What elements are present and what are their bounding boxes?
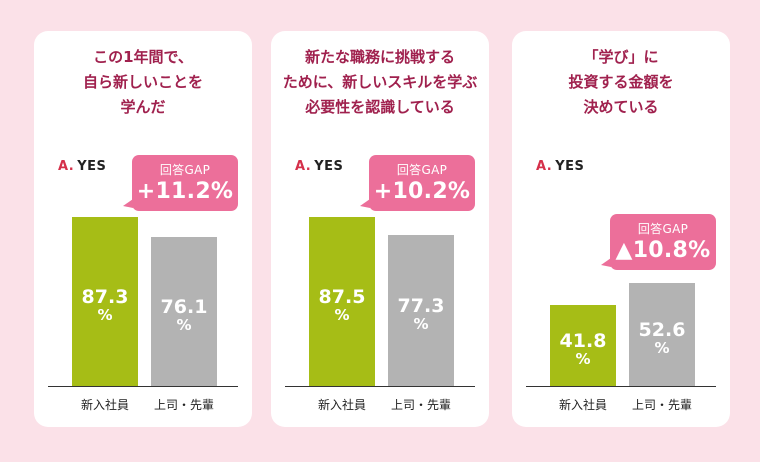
- answer-text: YES: [555, 159, 585, 174]
- axis-baseline: [526, 386, 716, 387]
- axis-baseline: [285, 386, 475, 387]
- bar-value-label: 76.1%: [151, 296, 217, 335]
- bar-new-employee: [72, 217, 138, 387]
- bar-value-number: 87.3: [81, 286, 129, 308]
- bar-value-label: 52.6%: [629, 319, 695, 358]
- gap-callout: 回答GAP +10.2%: [360, 155, 475, 211]
- answer-label: A. YES: [58, 159, 106, 174]
- bar-value-unit: %: [97, 306, 113, 324]
- chart-card-1: この1年間で、 自ら新しいことを 学んだ A. YES 回答GAP +11.2% …: [34, 31, 252, 427]
- gap-label: 回答GAP: [396, 163, 448, 177]
- bar-plot: 87.3% 76.1%: [48, 217, 238, 387]
- category-label-boss: 上司・先輩: [390, 398, 451, 412]
- bar-value-unit: %: [413, 315, 429, 333]
- bar-plot: 41.8% 52.6%: [526, 217, 716, 387]
- bar-new-employee: [550, 305, 616, 387]
- chart-title: 新たな職務に挑戦する ために、新しいスキルを学ぶ 必要性を認識している: [282, 48, 478, 116]
- category-label-new: 新入社員: [80, 398, 129, 412]
- gap-label: 回答GAP: [159, 163, 211, 177]
- gap-label: 回答GAP: [637, 222, 689, 236]
- bar-value-label: 87.3%: [72, 286, 138, 325]
- bar-plot: 87.5% 77.3%: [285, 217, 475, 387]
- bar-boss-senior: [151, 237, 217, 387]
- gap-value: +11.2%: [136, 179, 234, 204]
- answer-mark: A.: [58, 159, 75, 174]
- bar-value-unit: %: [654, 339, 670, 357]
- bar-boss-senior: [388, 235, 454, 387]
- gap-callout: 回答GAP ▲10.8%: [601, 214, 716, 270]
- gap-value: +10.2%: [373, 179, 471, 204]
- answer-label: A. YES: [536, 159, 584, 174]
- chart-title: 「学び」に 投資する金額を 決めている: [568, 48, 674, 116]
- bar-value-number: 77.3: [397, 295, 445, 317]
- bar-value-label: 41.8%: [550, 330, 616, 369]
- bar-new-employee: [309, 217, 375, 387]
- answer-text: YES: [77, 159, 107, 174]
- category-label-new: 新入社員: [558, 398, 607, 412]
- gap-value: ▲10.8%: [615, 238, 711, 263]
- bar-value-number: 41.8: [559, 330, 607, 352]
- bar-value-unit: %: [575, 350, 591, 368]
- bar-value-unit: %: [334, 306, 350, 324]
- axis-baseline: [48, 386, 238, 387]
- answer-text: YES: [314, 159, 344, 174]
- chart-card-2: 新たな職務に挑戦する ために、新しいスキルを学ぶ 必要性を認識している A. YE…: [271, 31, 489, 427]
- bar-value-unit: %: [176, 316, 192, 334]
- bar-boss-senior: [629, 283, 695, 387]
- bar-value-number: 87.5: [318, 286, 366, 308]
- category-label-new: 新入社員: [317, 398, 366, 412]
- bar-value-number: 76.1: [160, 296, 208, 318]
- answer-mark: A.: [295, 159, 312, 174]
- bar-value-label: 87.5%: [309, 286, 375, 325]
- answer-mark: A.: [536, 159, 553, 174]
- category-label-boss: 上司・先輩: [631, 398, 692, 412]
- answer-label: A. YES: [295, 159, 343, 174]
- chart-title: この1年間で、 自ら新しいことを 学んだ: [82, 48, 203, 116]
- category-label-boss: 上司・先輩: [153, 398, 214, 412]
- bar-value-number: 52.6: [638, 319, 686, 341]
- bar-value-label: 77.3%: [388, 295, 454, 334]
- gap-callout: 回答GAP +11.2%: [123, 155, 238, 211]
- chart-card-3: 「学び」に 投資する金額を 決めている A. YES 回答GAP ▲10.8% 4…: [512, 31, 730, 427]
